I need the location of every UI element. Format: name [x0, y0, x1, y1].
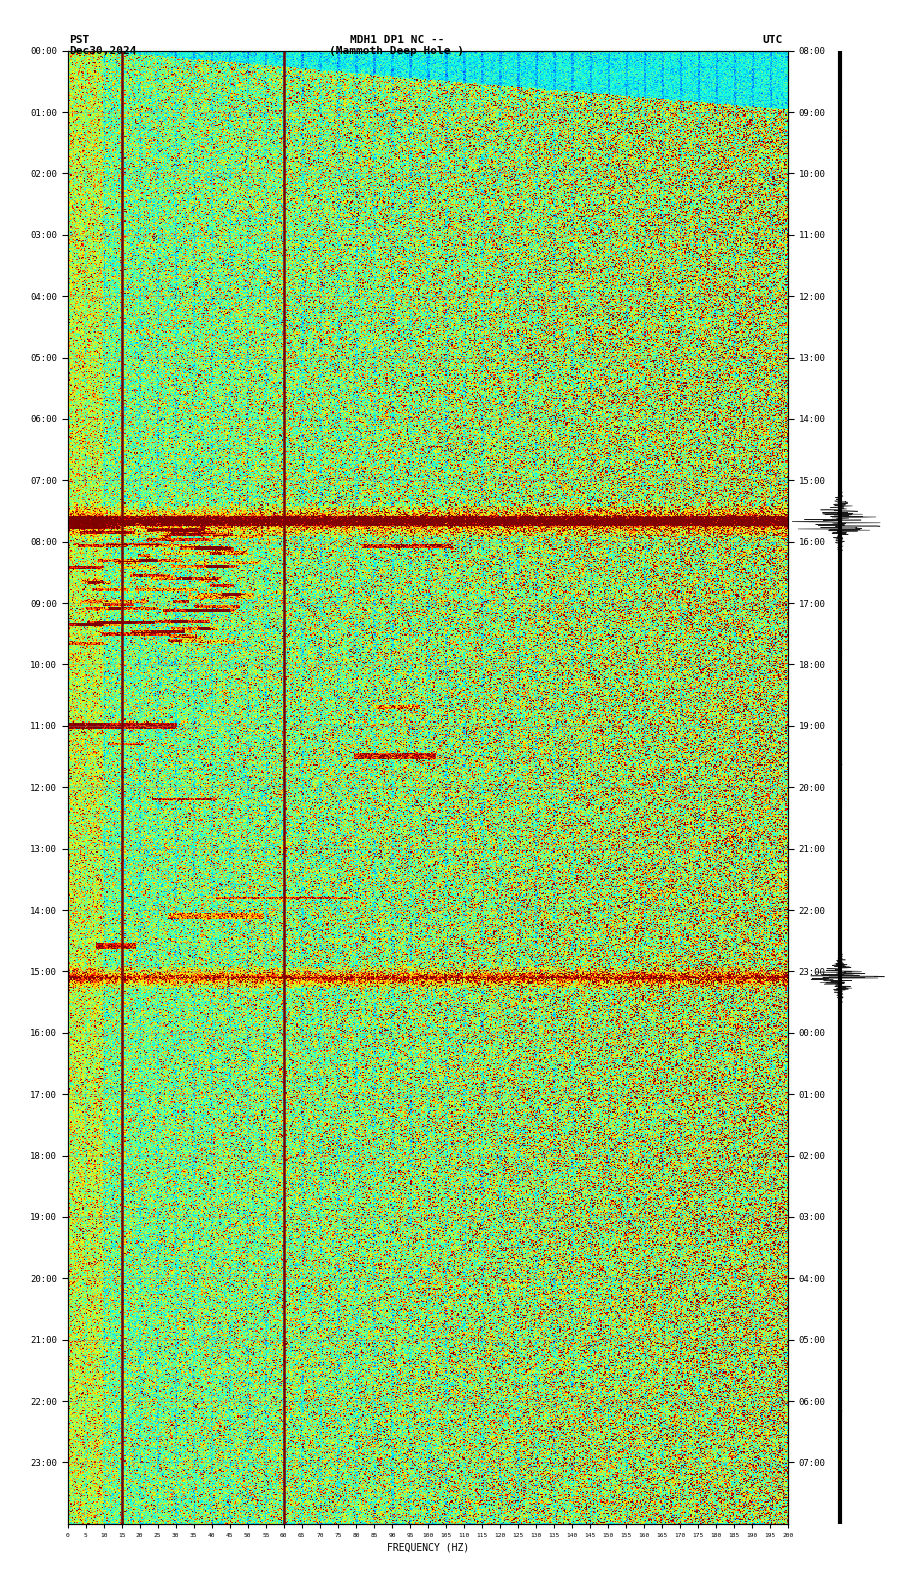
X-axis label: FREQUENCY (HZ): FREQUENCY (HZ) — [387, 1541, 469, 1552]
Text: PST: PST — [69, 35, 89, 44]
Text: UTC: UTC — [762, 35, 782, 44]
Text: Dec30,2024: Dec30,2024 — [69, 46, 137, 55]
Text: MDH1 DP1 NC --: MDH1 DP1 NC -- — [350, 35, 444, 44]
Text: (Mammoth Deep Hole ): (Mammoth Deep Hole ) — [329, 46, 465, 55]
